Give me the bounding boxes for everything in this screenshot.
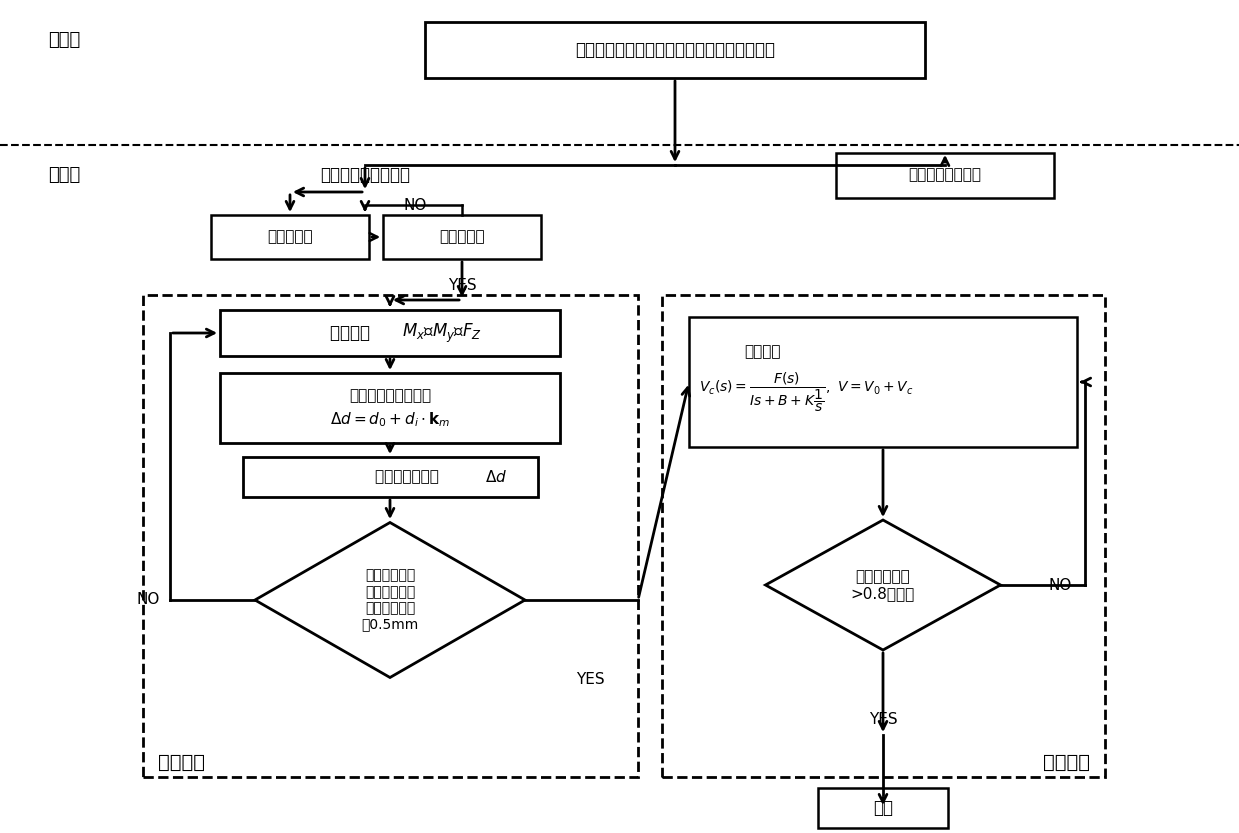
Bar <box>211 215 369 259</box>
Text: 根据轴孔尺寸计算等效力臂与偏移距离的关系: 根据轴孔尺寸计算等效力臂与偏移距离的关系 <box>575 41 776 59</box>
Bar <box>243 457 538 497</box>
Text: YES: YES <box>447 277 476 292</box>
Bar <box>142 295 638 777</box>
Text: 常规速度控制模式: 常规速度控制模式 <box>908 167 981 182</box>
Bar <box>221 373 560 443</box>
Polygon shape <box>255 522 525 677</box>
Text: 发现碰撞力: 发现碰撞力 <box>439 230 484 245</box>
Text: YES: YES <box>869 712 897 727</box>
Text: 末端下降距离
>0.8倍孔深: 末端下降距离 >0.8倍孔深 <box>851 569 916 601</box>
Bar <box>425 22 926 78</box>
Text: $\Delta d = d_0 + d_i \cdot \mathbf{k}_m$: $\Delta d = d_0 + d_i \cdot \mathbf{k}_m… <box>330 411 450 429</box>
Text: 检测得到: 检测得到 <box>330 324 375 342</box>
Text: NO: NO <box>1048 577 1072 592</box>
Text: 根据偏移量公式计算: 根据偏移量公式计算 <box>349 388 431 403</box>
Text: 结束: 结束 <box>873 799 893 817</box>
Text: YES: YES <box>576 672 605 687</box>
Text: $M_x$、$M_y$、$F_Z$: $M_x$、$M_y$、$F_Z$ <box>401 322 482 345</box>
Text: 控制前: 控制前 <box>48 31 81 49</box>
Text: 末端抬起并移动: 末端抬起并移动 <box>375 470 444 485</box>
Text: NO: NO <box>404 197 426 212</box>
Bar <box>662 295 1105 777</box>
Text: 导纳控制: 导纳控制 <box>743 345 781 360</box>
Polygon shape <box>766 520 1001 650</box>
Text: 输入控制与状态反馈: 输入控制与状态反馈 <box>320 166 410 184</box>
Bar <box>836 152 1054 197</box>
Text: 控制中: 控制中 <box>48 166 81 184</box>
Text: NO: NO <box>136 592 160 607</box>
Bar <box>383 215 541 259</box>
Text: 寻孔方案: 寻孔方案 <box>159 752 204 771</box>
Bar <box>689 317 1077 447</box>
Text: 碰撞力检测: 碰撞力检测 <box>268 230 312 245</box>
Text: 导纳控制: 导纳控制 <box>1043 752 1090 771</box>
Text: $\Delta d$: $\Delta d$ <box>484 469 507 485</box>
Text: $V_c(s) = \dfrac{F(s)}{Is + B + K\dfrac{1}{s}},\ V = V_0 + V_c$: $V_c(s) = \dfrac{F(s)}{Is + B + K\dfrac{… <box>699 370 913 414</box>
Text: 继续下一次寻
孔，是否末端
下降孔端面超
过0.5mm: 继续下一次寻 孔，是否末端 下降孔端面超 过0.5mm <box>362 569 419 631</box>
Bar <box>221 310 560 356</box>
Bar <box>818 788 948 828</box>
